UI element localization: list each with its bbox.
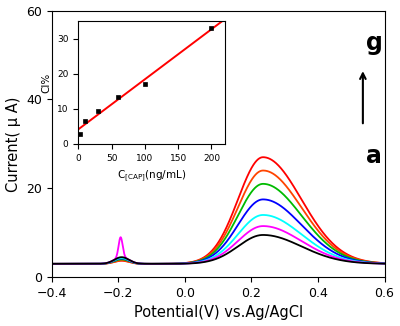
X-axis label: Potential(V) vs.Ag/AgCl: Potential(V) vs.Ag/AgCl bbox=[134, 305, 303, 320]
Text: a: a bbox=[366, 144, 382, 168]
Text: g: g bbox=[366, 31, 383, 55]
Y-axis label: Current( μ A): Current( μ A) bbox=[6, 96, 20, 192]
